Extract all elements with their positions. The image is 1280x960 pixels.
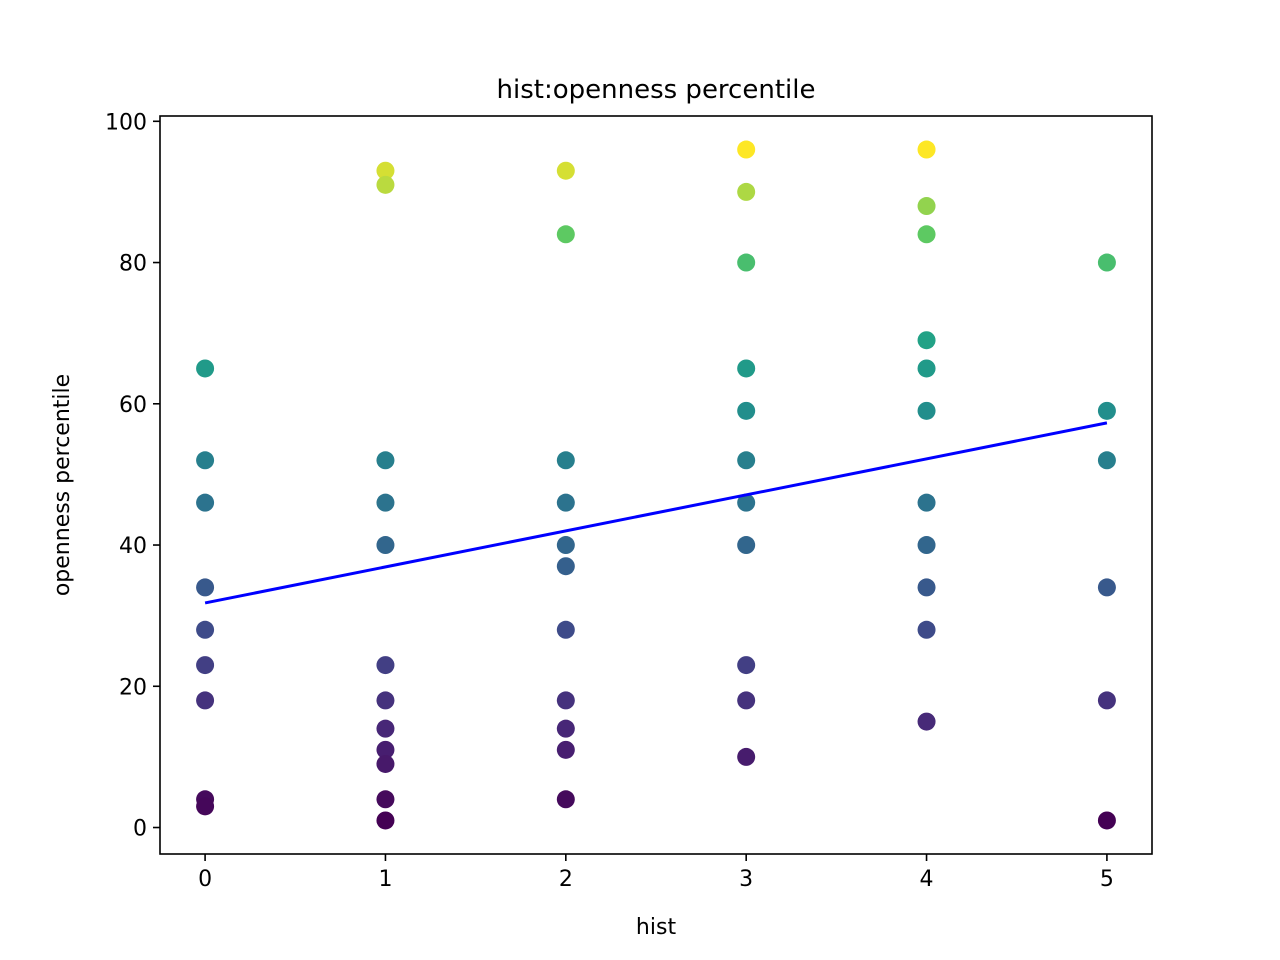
x-tick-label: 1 (378, 867, 392, 892)
data-point (376, 754, 395, 773)
data-point (917, 359, 936, 378)
x-tick-label: 0 (198, 867, 212, 892)
y-tick-label: 100 (105, 110, 147, 135)
data-point (737, 451, 756, 470)
data-point (556, 691, 575, 710)
data-point (376, 740, 395, 759)
data-point (556, 493, 575, 512)
data-point (556, 620, 575, 639)
x-axis-label: hist (636, 915, 677, 940)
data-point (917, 140, 936, 159)
x-tick-label: 5 (1100, 867, 1114, 892)
data-point (196, 493, 215, 512)
data-point (196, 691, 215, 710)
data-point (917, 225, 936, 244)
data-point (737, 691, 756, 710)
data-point (737, 493, 756, 512)
y-tick-label: 80 (119, 252, 147, 277)
data-point (737, 359, 756, 378)
data-point (737, 182, 756, 201)
data-point (376, 656, 395, 675)
data-point (196, 451, 215, 470)
data-point (917, 578, 936, 597)
data-point (556, 225, 575, 244)
data-point (376, 719, 395, 738)
data-point (376, 691, 395, 710)
data-point (737, 656, 756, 675)
data-point (917, 197, 936, 216)
data-point (376, 175, 395, 194)
data-point (1097, 253, 1116, 272)
x-tick-label: 4 (920, 867, 934, 892)
data-point (917, 401, 936, 420)
y-tick-label: 60 (119, 393, 147, 418)
x-tick-label: 3 (739, 867, 753, 892)
data-point (376, 536, 395, 555)
points-layer (196, 140, 1116, 830)
data-point (1097, 451, 1116, 470)
data-point (556, 161, 575, 180)
data-point (1097, 811, 1116, 830)
data-point (737, 536, 756, 555)
data-point (556, 740, 575, 759)
data-point (196, 359, 215, 378)
data-point (196, 797, 215, 816)
chart-title: hist:openness percentile (497, 75, 816, 105)
data-point (556, 719, 575, 738)
data-point (737, 253, 756, 272)
data-point (376, 790, 395, 809)
data-point (556, 536, 575, 555)
data-point (917, 493, 936, 512)
data-point (1097, 401, 1116, 420)
data-point (1097, 578, 1116, 597)
data-point (196, 656, 215, 675)
data-point (917, 712, 936, 731)
data-point (376, 161, 395, 180)
trend-line (204, 421, 1108, 605)
data-point (556, 451, 575, 470)
data-point (917, 536, 936, 555)
data-point (556, 790, 575, 809)
x-tick-label: 2 (559, 867, 573, 892)
data-point (196, 578, 215, 597)
y-tick-label: 40 (119, 534, 147, 559)
y-tick-label: 0 (133, 817, 147, 842)
data-point (1097, 691, 1116, 710)
y-tick-label: 20 (119, 675, 147, 700)
data-point (737, 747, 756, 766)
data-point (917, 331, 936, 350)
data-point (917, 620, 936, 639)
trend-layer (204, 421, 1108, 605)
data-point (376, 493, 395, 512)
data-point (737, 140, 756, 159)
axes-layer: 0 1 2 3 4 5 0 20 40 60 80 100 (105, 110, 1153, 892)
data-point (737, 401, 756, 420)
plot-frame (159, 115, 1153, 855)
y-axis-label: openness percentile (50, 374, 75, 596)
data-point (556, 557, 575, 576)
data-point (376, 451, 395, 470)
data-point (376, 811, 395, 830)
data-point (196, 620, 215, 639)
